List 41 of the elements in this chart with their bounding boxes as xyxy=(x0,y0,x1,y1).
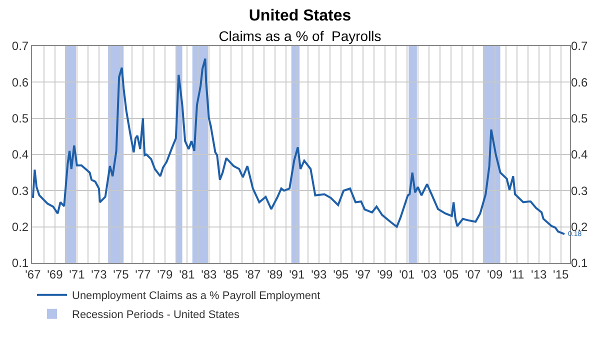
chart-subtitle: Claims as a % of Payrolls xyxy=(218,28,382,44)
x-tick-label: '11 xyxy=(509,267,525,282)
x-tick-label: '69 xyxy=(47,267,64,282)
x-tick-label: '95 xyxy=(333,267,350,282)
x-tick-label: '13 xyxy=(531,267,548,282)
x-tick-label: '97 xyxy=(355,267,372,282)
x-tick-label: '77 xyxy=(135,267,152,282)
y-tick-label: 0.7 xyxy=(12,39,29,54)
x-tick-label: '15 xyxy=(553,267,569,282)
x-tick-label: '93 xyxy=(311,267,328,282)
y-tick-label: 0.6 xyxy=(12,75,29,90)
y2-tick-label: 0.3 xyxy=(571,184,588,198)
line-series xyxy=(32,58,566,236)
x-tick-label: '87 xyxy=(245,267,262,282)
y-tick-label: 0.3 xyxy=(12,184,29,198)
x-tick-label: '73 xyxy=(91,267,108,282)
x-tick-label: '79 xyxy=(157,267,174,282)
y-tick-label: 0.4 xyxy=(12,148,29,162)
x-tick-label: '85 xyxy=(223,267,240,282)
x-tick-label: '71 xyxy=(69,267,86,282)
x-tick-label: '81 xyxy=(179,267,196,282)
x-tick-label: '09 xyxy=(487,267,504,282)
x-tick-label: '89 xyxy=(267,267,284,282)
x-tick-label: '75 xyxy=(113,267,130,282)
x-tick-label: '03 xyxy=(421,267,438,282)
y2-tick-label: 0.5 xyxy=(571,112,588,126)
x-tick-label: '91 xyxy=(289,267,306,282)
y-tick-label: 0.2 xyxy=(12,220,29,234)
y-tick-label: 0.5 xyxy=(12,112,29,126)
x-tick-label: '99 xyxy=(377,267,394,282)
y2-tick-label: 0.7 xyxy=(571,39,588,54)
y2-tick-label: 0.6 xyxy=(571,75,588,90)
y2-tick-label: 0.4 xyxy=(571,148,588,162)
legend-label: Recession Periods - United States xyxy=(72,309,240,322)
x-tick-label: '83 xyxy=(201,267,218,282)
x-tick-label: '07 xyxy=(465,267,482,282)
chart-title: United States xyxy=(248,7,352,24)
legend-label: Unemployment Claims as a % Payroll Employment xyxy=(72,290,320,302)
x-tick-label: '01 xyxy=(399,267,416,282)
y2-tick-label: 0.1 xyxy=(571,256,588,270)
x-tick-label: '05 xyxy=(443,267,460,282)
